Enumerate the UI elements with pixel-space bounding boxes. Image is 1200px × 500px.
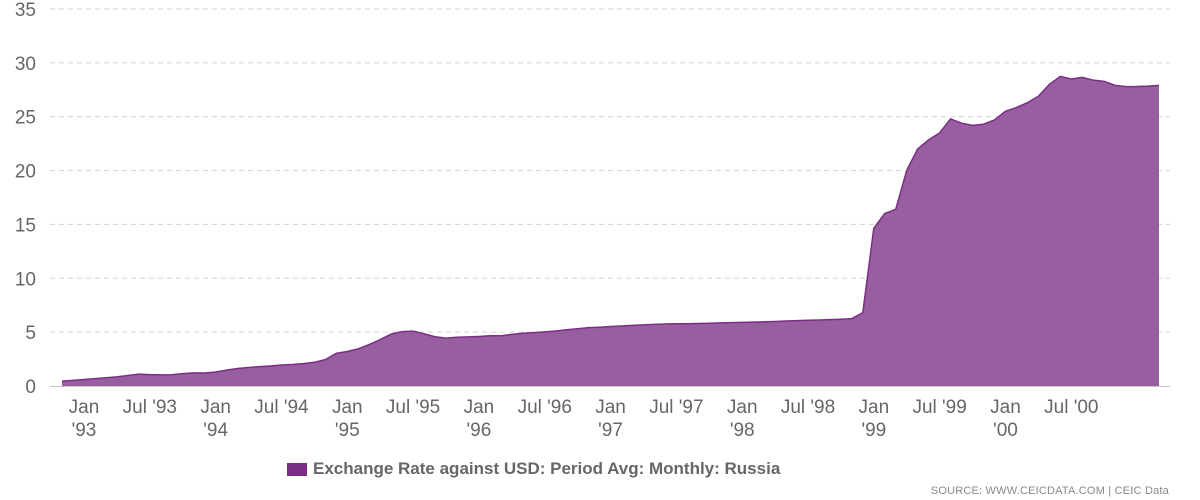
x-tick-label: Jul '99	[912, 397, 966, 418]
x-tick-label: Jul '00	[1044, 397, 1098, 418]
y-tick-label: 0	[25, 377, 36, 398]
x-tick-label: Jan '99	[859, 397, 890, 441]
x-tick-label: Jan '96	[464, 397, 495, 441]
x-tick-label: Jul '95	[386, 397, 440, 418]
x-tick-label: Jan '93	[69, 397, 100, 441]
legend-swatch	[287, 462, 307, 476]
y-tick-label: 15	[15, 215, 36, 236]
x-tick-label: Jan '00	[990, 397, 1021, 441]
legend[interactable]: Exchange Rate against USD: Period Avg: M…	[287, 459, 780, 479]
y-tick-label: 35	[15, 0, 36, 21]
x-tick-label: Jul '97	[649, 397, 703, 418]
legend-label: Exchange Rate against USD: Period Avg: M…	[313, 459, 781, 478]
x-tick-label: Jul '98	[781, 397, 835, 418]
y-tick-label: 25	[15, 108, 36, 129]
x-tick-label: Jan '98	[727, 397, 758, 441]
x-tick-label: Jul '94	[254, 397, 309, 418]
x-tick-label: Jul '96	[518, 397, 572, 418]
x-axis-ticks: Jan '93 Jul '93 Jan '94 Jul '94 Jan '95 Jul '95 J…	[69, 397, 1099, 441]
y-axis-ticks: 0 5 10 15 20 25 30 35	[15, 0, 36, 398]
x-tick-label: Jan '95	[332, 397, 363, 441]
source-credit: SOURCE: WWW.CEICDATA.COM | CEIC Data	[930, 485, 1169, 497]
series-area	[62, 76, 1159, 387]
y-tick-label: 5	[25, 323, 36, 344]
y-tick-label: 30	[15, 54, 36, 75]
y-tick-label: 10	[15, 269, 36, 290]
y-tick-label: 20	[15, 162, 36, 183]
x-tick-label: Jan '94	[200, 397, 231, 441]
series-line	[61, 75, 1160, 382]
x-tick-label: Jul '93	[123, 397, 177, 418]
x-tick-label: Jan '97	[595, 397, 626, 441]
